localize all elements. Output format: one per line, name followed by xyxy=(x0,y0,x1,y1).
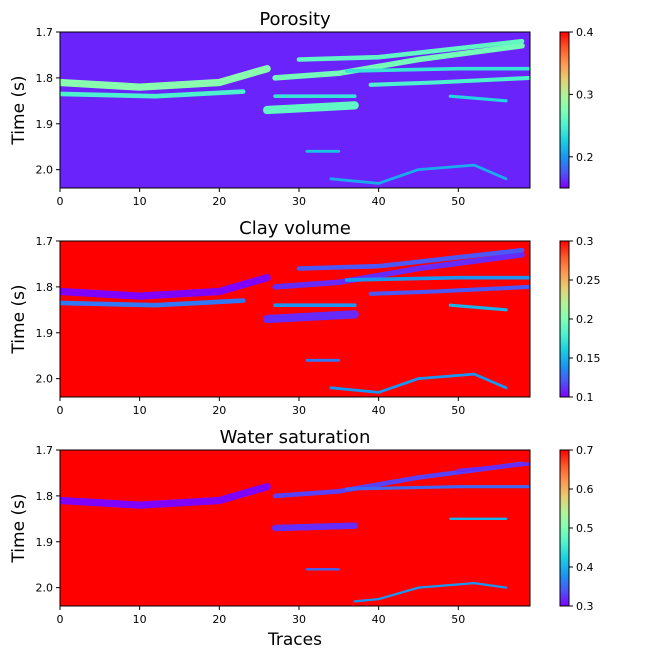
y-axis-label: Time (s) xyxy=(9,284,29,354)
y-axis-label: Time (s) xyxy=(9,493,29,563)
heatmap-layer-band xyxy=(262,310,359,324)
colorbar-tick-label: 0.1 xyxy=(576,391,594,404)
y-tick-label: 1.9 xyxy=(36,327,54,340)
axes-frame xyxy=(59,449,531,607)
x-tick-label: 30 xyxy=(292,404,306,417)
colorbar: 0.3 0.4 0.5 0.6 0.7 xyxy=(559,444,594,613)
heatmap-layer-band xyxy=(344,66,530,73)
colorbar-gradient xyxy=(559,449,570,607)
panel-clay-volume: Clay volume 0 10 20 30 40 50 1.7 1.8 1.9 2.0 Time… xyxy=(9,218,601,417)
colorbar-tick-label: 0.3 xyxy=(576,88,594,101)
x-tick-label: 50 xyxy=(451,613,465,626)
x-tick-label: 10 xyxy=(133,404,147,417)
heatmap-layer-band xyxy=(60,89,246,99)
heatmap-layer-band xyxy=(60,298,246,308)
colorbar-tick-label: 0.25 xyxy=(576,274,601,287)
heatmap-layer-band xyxy=(262,101,359,115)
heatmap-layer-band xyxy=(329,163,508,185)
heatmap-layer-band xyxy=(271,522,358,532)
heatmap-plot-area xyxy=(60,450,530,606)
heatmap-layer-band xyxy=(353,581,508,603)
colorbar-tick-label: 0.15 xyxy=(576,352,601,365)
heatmap-plot-area xyxy=(60,32,530,188)
x-tick-label: 30 xyxy=(292,613,306,626)
x-tick-label: 40 xyxy=(372,195,386,208)
colorbar: 0.2 0.3 0.4 xyxy=(559,26,594,189)
heatmap-layer-band xyxy=(60,65,271,91)
x-tick-label: 30 xyxy=(292,195,306,208)
x-tick-label: 50 xyxy=(451,195,465,208)
colorbar-gradient xyxy=(559,31,570,189)
panel-title: Water saturation xyxy=(220,427,371,448)
y-tick-label: 2.0 xyxy=(36,164,54,177)
y-tick-label: 1.8 xyxy=(36,72,54,85)
heatmap-plot-area xyxy=(60,241,530,397)
x-tick-label: 40 xyxy=(372,404,386,417)
colorbar-tick-label: 0.2 xyxy=(576,151,594,164)
x-tick-label: 0 xyxy=(57,404,64,417)
x-tick-label: 40 xyxy=(372,613,386,626)
colorbar-tick-label: 0.6 xyxy=(576,483,594,496)
colorbar: 0.1 0.15 0.2 0.25 0.3 xyxy=(559,235,601,404)
heatmap-layer-band xyxy=(272,252,525,290)
x-axis-label: Traces xyxy=(267,630,322,650)
heatmap-layer-band xyxy=(296,38,525,62)
panel-porosity: Porosity 0 10 20 30 40 50 1.7 1.8 1.9 2.0 Time (s… xyxy=(9,9,594,208)
panel-title: Clay volume xyxy=(239,218,351,239)
axes-frame xyxy=(59,31,531,189)
heatmap-layer-band xyxy=(329,372,508,394)
x-tick-label: 10 xyxy=(133,613,147,626)
colorbar-tick-label: 0.4 xyxy=(576,26,594,39)
heatmap-layer-band xyxy=(368,284,530,296)
y-tick-label: 1.8 xyxy=(36,281,54,294)
colorbar-tick-label: 0.3 xyxy=(576,600,594,613)
axes: 0 10 20 30 40 50 1.7 1.8 1.9 2.0 xyxy=(36,444,531,626)
y-tick-label: 1.8 xyxy=(36,490,54,503)
panel-title: Porosity xyxy=(259,9,331,30)
x-tick-label: 0 xyxy=(57,613,64,626)
heatmap-layer-band xyxy=(60,483,271,509)
axes-frame xyxy=(59,240,531,398)
y-tick-label: 2.0 xyxy=(36,373,54,386)
heatmap-layer-band xyxy=(296,247,525,271)
heatmap-layer-band xyxy=(60,274,271,300)
y-tick-label: 1.7 xyxy=(36,235,54,248)
panel-water-saturation: Water saturation 0 10 20 30 40 50 1.7 1.8 1.9 2.0… xyxy=(9,427,594,650)
x-tick-label: 0 xyxy=(57,195,64,208)
heatmap-layer-band xyxy=(272,43,525,81)
y-tick-label: 2.0 xyxy=(36,582,54,595)
colorbar-tick-label: 0.5 xyxy=(576,522,594,535)
x-tick-label: 20 xyxy=(212,613,226,626)
y-tick-label: 1.7 xyxy=(36,444,54,457)
colorbar-tick-label: 0.7 xyxy=(576,444,594,457)
colorbar-gradient xyxy=(559,240,570,398)
y-tick-label: 1.7 xyxy=(36,26,54,39)
x-tick-label: 20 xyxy=(212,195,226,208)
x-tick-label: 50 xyxy=(451,404,465,417)
heatmap-layer-band xyxy=(448,303,508,312)
colorbar-tick-label: 0.2 xyxy=(576,313,594,326)
colorbar-tick-label: 0.3 xyxy=(576,235,594,248)
heatmap-layer-band xyxy=(344,275,530,282)
heatmap-layer-band xyxy=(368,75,530,87)
colorbar-tick-label: 0.4 xyxy=(576,561,594,574)
heatmap-layer-band xyxy=(456,461,530,473)
y-axis-label: Time (s) xyxy=(9,75,29,145)
x-tick-label: 10 xyxy=(133,195,147,208)
axes: 0 10 20 30 40 50 1.7 1.8 1.9 2.0 xyxy=(36,26,531,208)
heatmap-layer-band xyxy=(448,94,508,103)
heatmap-layer-band xyxy=(345,485,530,491)
x-tick-label: 20 xyxy=(212,404,226,417)
y-tick-label: 1.9 xyxy=(36,118,54,131)
y-tick-label: 1.9 xyxy=(36,536,54,549)
axes: 0 10 20 30 40 50 1.7 1.8 1.9 2.0 xyxy=(36,235,531,417)
